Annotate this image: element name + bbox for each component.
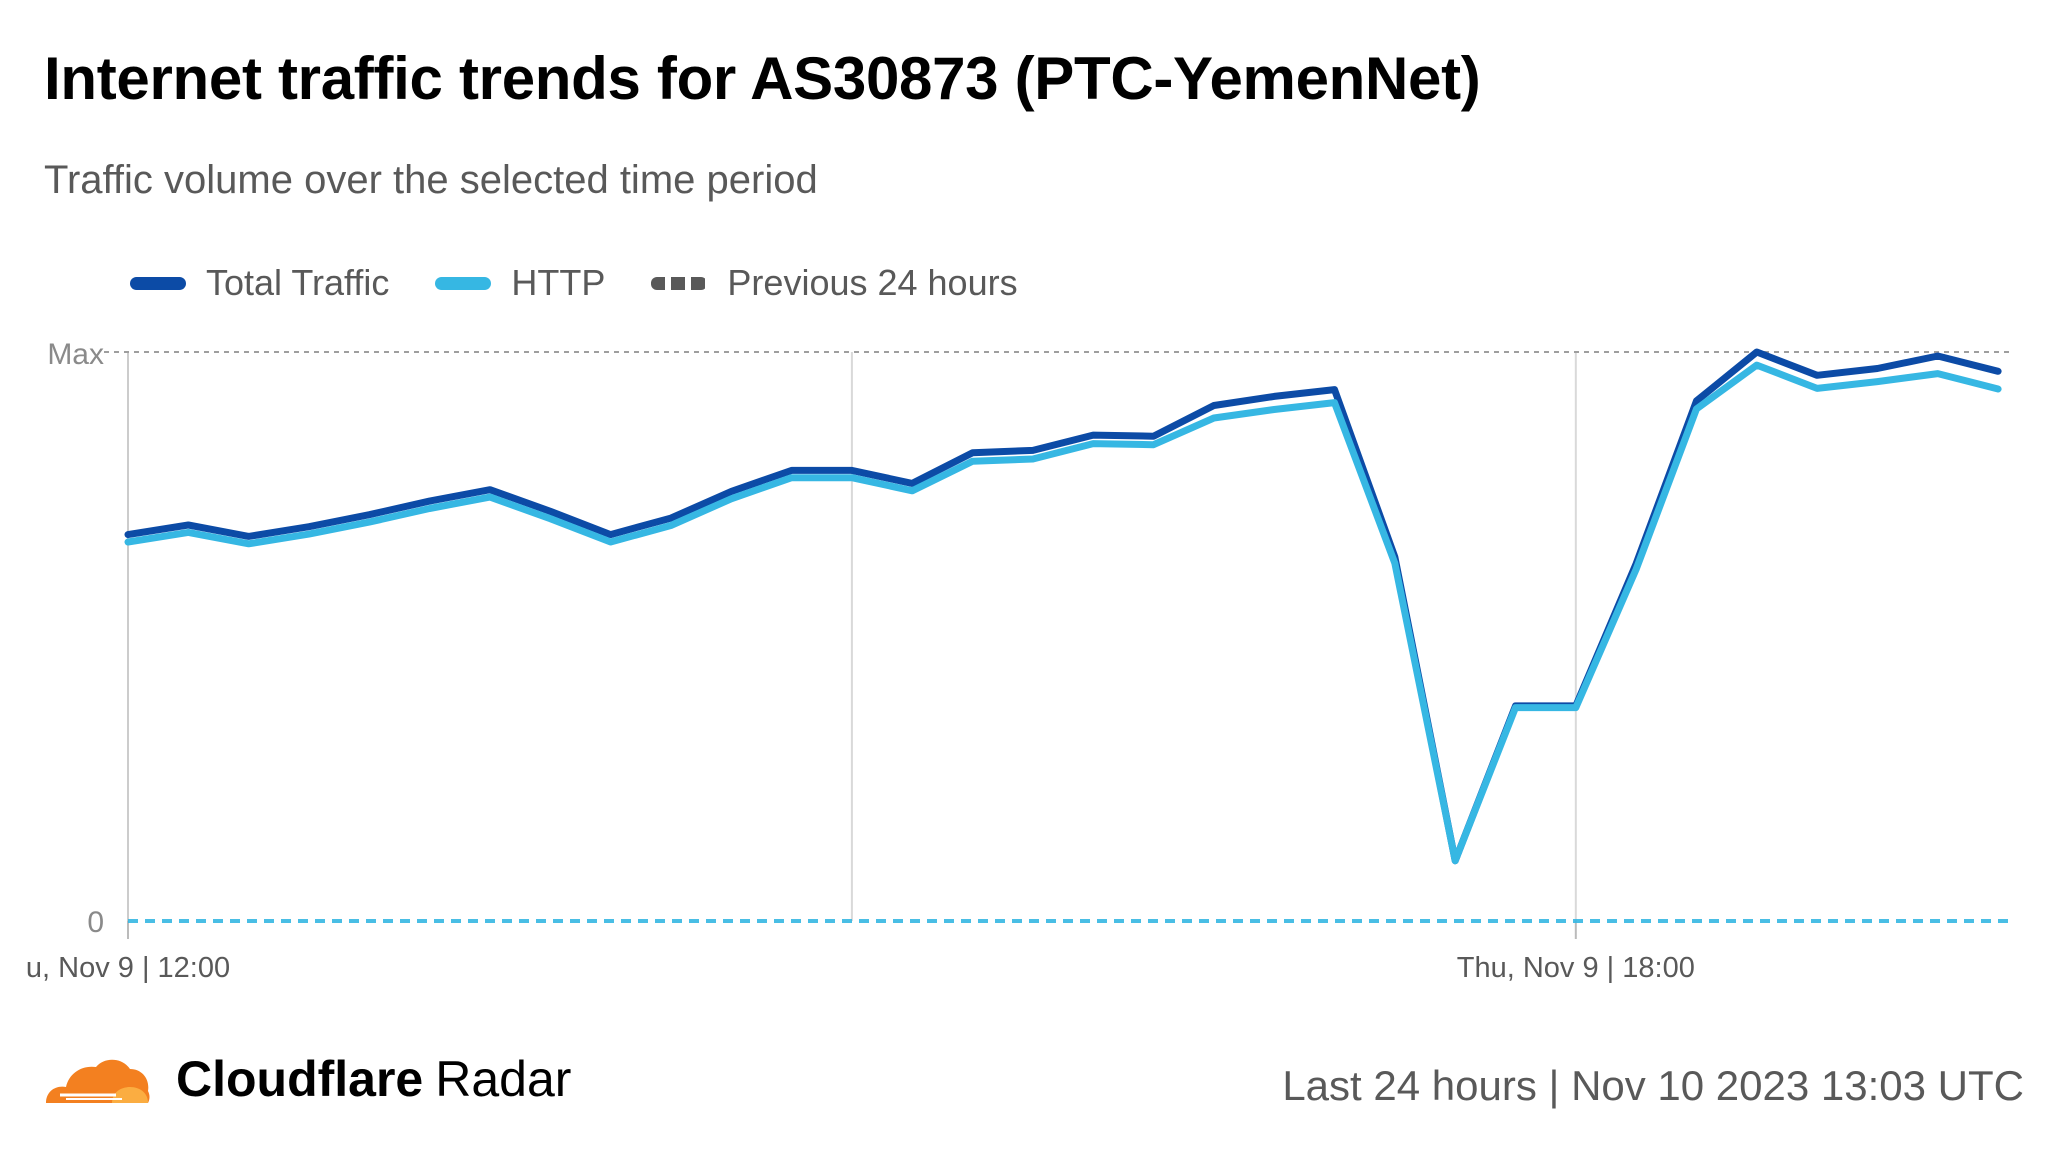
legend-item-total-traffic[interactable]: Total Traffic	[130, 262, 389, 304]
chart-title: Internet traffic trends for AS30873 (PTC…	[44, 45, 1481, 112]
brand-footer: Cloudflare Radar	[42, 1050, 571, 1108]
chart-subtitle: Traffic volume over the selected time pe…	[44, 158, 818, 202]
legend-item-http[interactable]: HTTP	[435, 262, 605, 304]
time-period-label: Last 24 hours | Nov 10 2023 13:03 UTC	[1282, 1062, 2024, 1109]
legend-swatch-total-traffic	[130, 276, 186, 290]
legend-item-previous-24-hours[interactable]: Previous 24 hours	[651, 262, 1018, 304]
y-tick-label-max: Max	[47, 338, 104, 371]
x-tick-label-0: u, Nov 9 | 12:00	[26, 952, 230, 984]
legend-swatch-previous-24-hours	[651, 276, 708, 290]
brand-product: Radar	[435, 1051, 572, 1107]
y-tick-label-zero: 0	[87, 906, 104, 939]
series-total-traffic-line	[124, 348, 2002, 865]
brand-name: Cloudflare	[176, 1051, 424, 1107]
x-tick-label-2: Thu, Nov 9 | 18:00	[1457, 952, 1695, 984]
cloudflare-logo-icon	[46, 1059, 150, 1103]
chart-legend: Total Traffic HTTP Previous 24 hours	[130, 258, 1064, 308]
legend-label-http: HTTP	[511, 262, 606, 303]
legend-label-total-traffic: Total Traffic	[206, 262, 390, 303]
legend-swatch-http	[435, 276, 492, 290]
legend-label-previous-24-hours: Previous 24 hours	[727, 262, 1018, 303]
series-http-line	[124, 361, 2002, 865]
